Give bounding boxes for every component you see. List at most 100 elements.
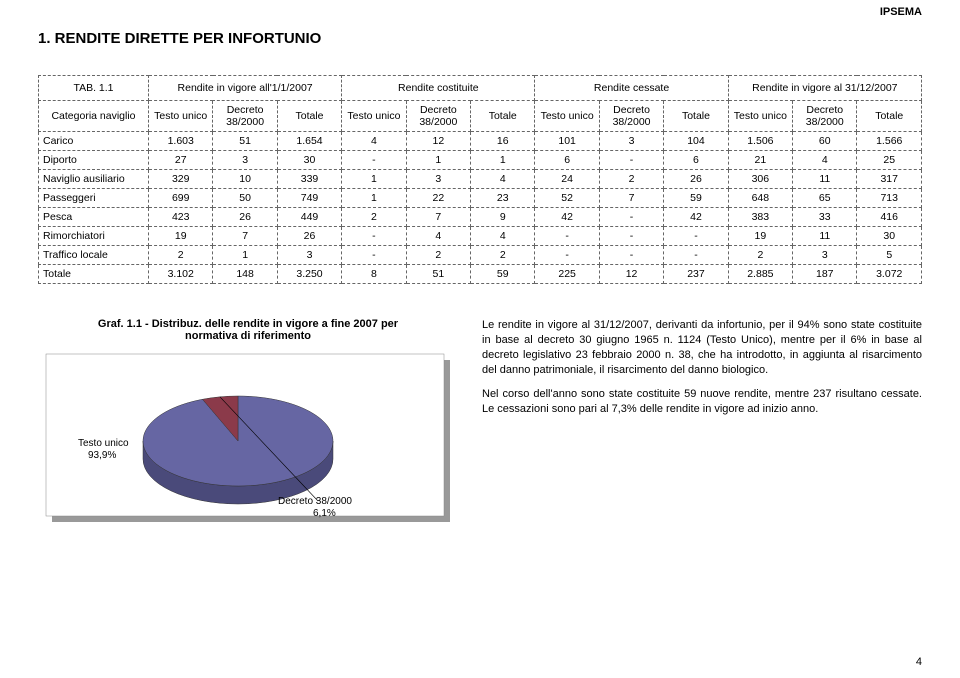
cell: 60 (793, 132, 857, 151)
cell: - (599, 246, 663, 265)
chart-title: Graf. 1.1 - Distribuz. delle rendite in … (38, 318, 458, 342)
cell: 3.102 (149, 265, 213, 284)
cell: 1 (342, 189, 406, 208)
cell: - (342, 151, 406, 170)
cell: 648 (728, 189, 792, 208)
cell: 699 (149, 189, 213, 208)
explanatory-text: Le rendite in vigore al 31/12/2007, deri… (482, 318, 922, 427)
data-table: TAB. 1.1 Rendite in vigore all'1/1/2007 … (38, 75, 922, 284)
cell: 9 (471, 208, 535, 227)
cell: 7 (599, 189, 663, 208)
cell: 12 (599, 265, 663, 284)
table-row: Traffico locale213-22---235 (39, 246, 922, 265)
cell: 329 (149, 170, 213, 189)
subcol: Decreto 38/2000 (406, 101, 470, 132)
cell: 383 (728, 208, 792, 227)
cell: 2 (149, 246, 213, 265)
table-row: Rimorchiatori19726-44---191130 (39, 227, 922, 246)
cell: 3 (213, 151, 277, 170)
table-row: Naviglio ausiliario329103391342422630611… (39, 170, 922, 189)
cell: 416 (857, 208, 922, 227)
cell: 26 (213, 208, 277, 227)
cell: 237 (664, 265, 728, 284)
subcol: Testo unico (728, 101, 792, 132)
cell: 104 (664, 132, 728, 151)
table-row: Pesca4232644927942-4238333416 (39, 208, 922, 227)
svg-text:Decreto 38/2000: Decreto 38/2000 (278, 496, 352, 507)
cell: 19 (728, 227, 792, 246)
cell: 11 (793, 170, 857, 189)
cell: 59 (471, 265, 535, 284)
subcol: Decreto 38/2000 (599, 101, 663, 132)
svg-text:6,1%: 6,1% (313, 508, 336, 519)
cell: - (535, 246, 599, 265)
colgroup-0: Rendite in vigore all'1/1/2007 (149, 76, 342, 101)
total-row-label: Totale (39, 265, 149, 284)
table-row: Diporto27330-116-621425 (39, 151, 922, 170)
cell: 2 (406, 246, 470, 265)
cell: 65 (793, 189, 857, 208)
cell: - (535, 227, 599, 246)
cell: - (664, 227, 728, 246)
cell: 2 (599, 170, 663, 189)
subcol: Decreto 38/2000 (793, 101, 857, 132)
cell: 26 (664, 170, 728, 189)
cell: 24 (535, 170, 599, 189)
cell: 6 (664, 151, 728, 170)
cell: 25 (857, 151, 922, 170)
subcol: Totale (471, 101, 535, 132)
cell: 22 (406, 189, 470, 208)
cell: 7 (213, 227, 277, 246)
cell: - (599, 208, 663, 227)
cell: - (342, 246, 406, 265)
cell: 26 (277, 227, 341, 246)
paragraph-1: Nel corso dell'anno sono state costituit… (482, 387, 922, 417)
paragraph-0: Le rendite in vigore al 31/12/2007, deri… (482, 318, 922, 377)
cell: 6 (535, 151, 599, 170)
cell: 1.566 (857, 132, 922, 151)
cell: 33 (793, 208, 857, 227)
cell: 10 (213, 170, 277, 189)
cell: 225 (535, 265, 599, 284)
cell: 2 (728, 246, 792, 265)
total-row: Totale3.1021483.25085159225122372.885187… (39, 265, 922, 284)
cell: 8 (342, 265, 406, 284)
colgroup-2: Rendite cessate (535, 76, 728, 101)
row-label: Traffico locale (39, 246, 149, 265)
cell: 4 (406, 227, 470, 246)
cell: 306 (728, 170, 792, 189)
page-number: 4 (916, 656, 922, 668)
cell: 52 (535, 189, 599, 208)
row-label: Rimorchiatori (39, 227, 149, 246)
cell: 317 (857, 170, 922, 189)
cell: 4 (471, 227, 535, 246)
table-row: Carico1.603511.6544121610131041.506601.5… (39, 132, 922, 151)
cell: 4 (793, 151, 857, 170)
cell: 3.072 (857, 265, 922, 284)
row-label: Passeggeri (39, 189, 149, 208)
cell: 1.506 (728, 132, 792, 151)
cell: 27 (149, 151, 213, 170)
cell: 7 (406, 208, 470, 227)
cell: 4 (471, 170, 535, 189)
cell: 42 (535, 208, 599, 227)
cell: - (599, 151, 663, 170)
svg-text:93,9%: 93,9% (88, 450, 116, 461)
cell: 187 (793, 265, 857, 284)
tab-label-cell: TAB. 1.1 (39, 76, 149, 101)
cell: 449 (277, 208, 341, 227)
row-header-label: Categoria naviglio (39, 101, 149, 132)
cell: 50 (213, 189, 277, 208)
cell: 3 (793, 246, 857, 265)
cell: 1.654 (277, 132, 341, 151)
cell: 148 (213, 265, 277, 284)
cell: 42 (664, 208, 728, 227)
subcol: Testo unico (149, 101, 213, 132)
cell: 2 (471, 246, 535, 265)
cell: 19 (149, 227, 213, 246)
cell: 3 (277, 246, 341, 265)
subcol: Totale (664, 101, 728, 132)
cell: 1.603 (149, 132, 213, 151)
page-title: 1. RENDITE DIRETTE PER INFORTUNIO (38, 30, 922, 47)
row-label: Pesca (39, 208, 149, 227)
